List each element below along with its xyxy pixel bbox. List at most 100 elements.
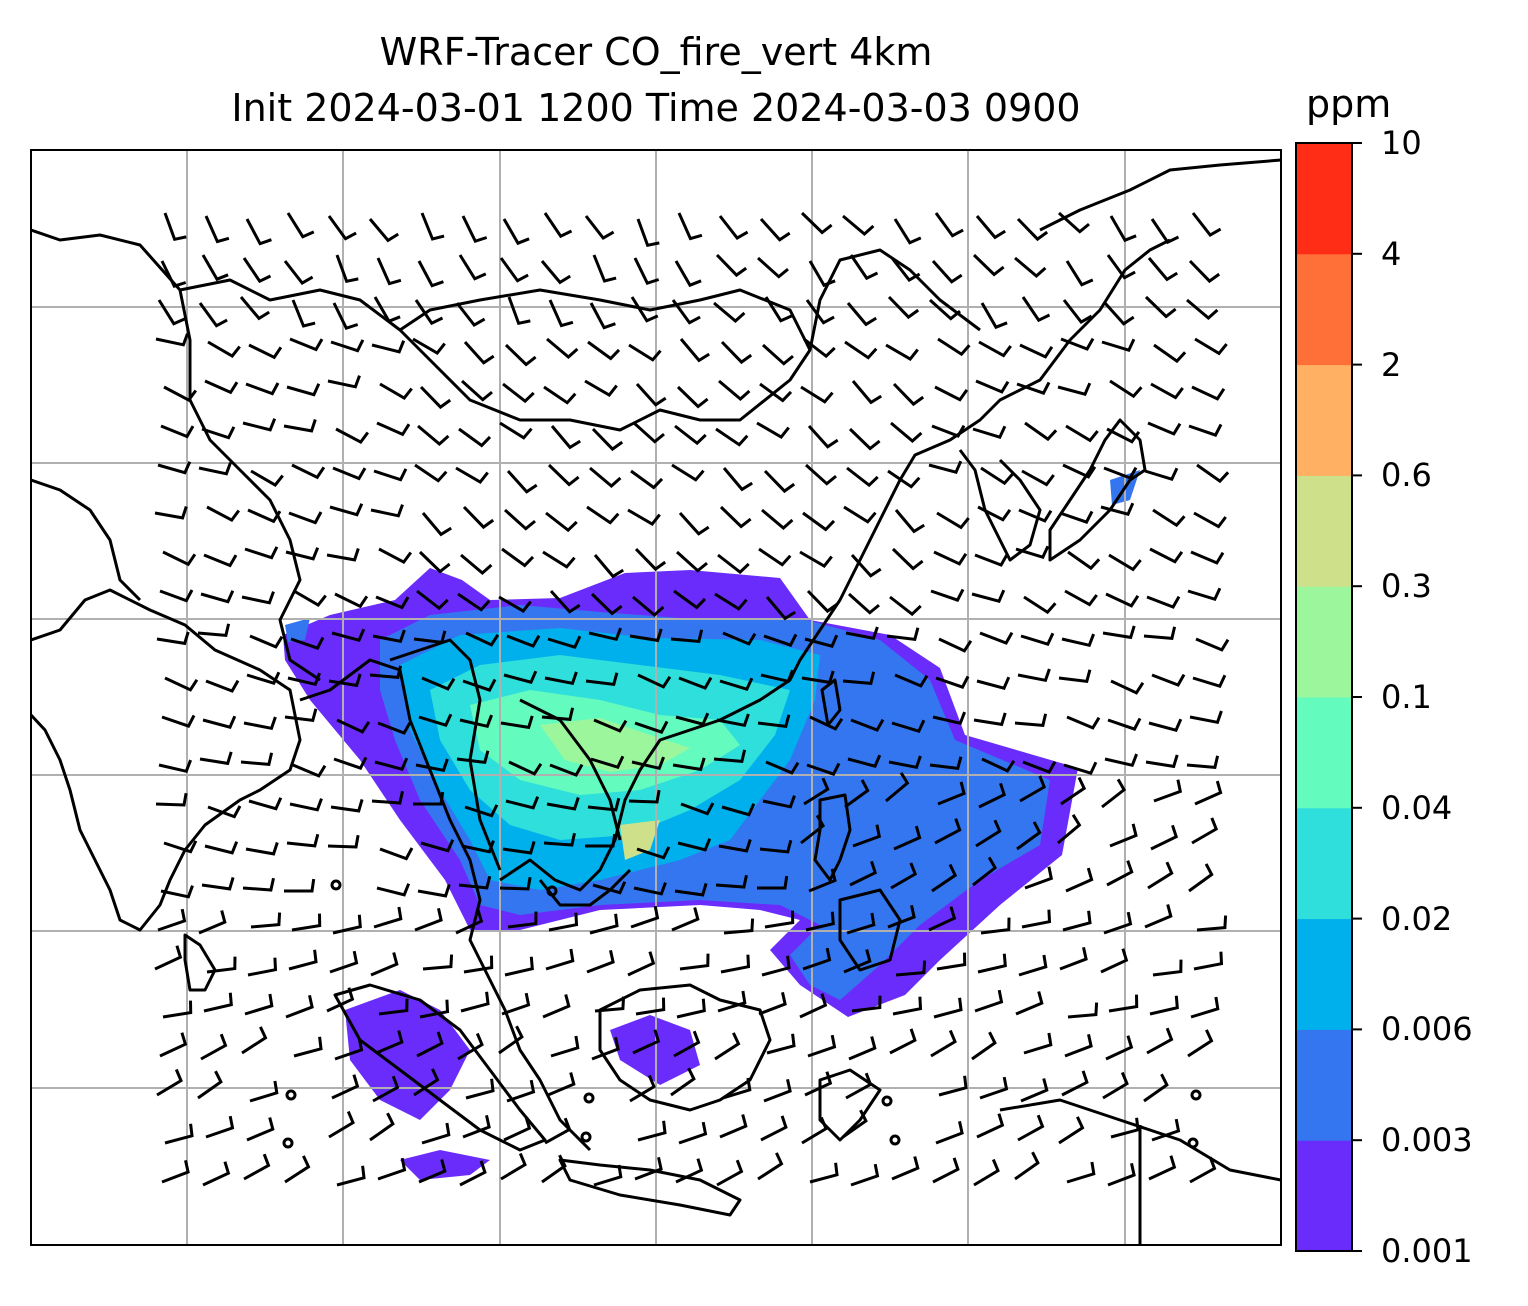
wind-barb <box>847 754 882 768</box>
wind-barb <box>549 763 584 777</box>
wind-barb <box>1187 1029 1214 1058</box>
wind-barb <box>333 756 368 770</box>
wind-barb <box>197 1070 223 1100</box>
wind-barb <box>805 299 835 325</box>
wind-barb <box>890 257 921 283</box>
wind-barb <box>154 945 183 971</box>
wind-barb <box>720 954 751 974</box>
wind-barb <box>164 1123 194 1145</box>
wind-barb <box>1021 296 1051 323</box>
wind-barb <box>584 215 615 241</box>
wind-barb <box>1100 948 1129 974</box>
wind-barb <box>586 949 615 974</box>
wind-barb <box>765 596 796 621</box>
wind-barb <box>848 427 881 451</box>
wind-barb <box>758 547 792 567</box>
wind-barb <box>1150 382 1184 400</box>
wind-barb <box>242 257 272 284</box>
wind-barb <box>722 631 757 646</box>
wind-barb <box>1109 215 1137 243</box>
wind-barb <box>800 211 833 235</box>
wind-barb <box>976 676 1011 690</box>
wind-barb <box>674 882 708 897</box>
wind-barb <box>634 547 667 572</box>
graticule <box>31 150 1281 1245</box>
wind-barb <box>1191 385 1226 401</box>
wind-barb <box>936 952 967 971</box>
wind-barb <box>1059 510 1094 524</box>
wind-barb <box>671 463 705 482</box>
wind-barb <box>1149 995 1179 1016</box>
wind-barb <box>587 340 621 361</box>
wind-barb <box>1110 1117 1140 1139</box>
wind-barb <box>507 911 538 929</box>
wind-barb <box>718 215 749 241</box>
wind-barb <box>502 218 530 246</box>
coast-sumatra <box>333 983 547 1152</box>
wind-barb <box>757 875 789 890</box>
wind-barb <box>502 382 535 404</box>
wind-barb <box>1145 754 1179 769</box>
coast-russia <box>1039 158 1281 232</box>
wind-barb <box>203 553 238 568</box>
wind-barb <box>289 337 324 352</box>
wind-barb <box>893 218 922 245</box>
wind-barb <box>756 256 789 279</box>
wind-barb <box>543 212 573 239</box>
wind-barb <box>160 424 195 439</box>
wind-barb <box>1057 211 1090 234</box>
wind-barb <box>1106 427 1141 444</box>
wind-barb <box>764 296 793 323</box>
wind-barb <box>674 260 702 288</box>
wind-barb <box>634 720 669 734</box>
wind-barb <box>1144 295 1177 319</box>
wind-barb <box>247 508 282 524</box>
wind-barb <box>332 914 362 935</box>
wind-barb <box>890 421 923 443</box>
wind-barb <box>418 713 453 728</box>
wind-barb <box>801 670 835 685</box>
wind-barb <box>888 755 922 770</box>
wind-barb <box>157 299 186 326</box>
wind-barb <box>205 679 240 693</box>
wind-barb <box>1103 911 1133 935</box>
wind-barb <box>932 711 967 726</box>
colorbar <box>1295 142 1362 1252</box>
wind-barb <box>206 956 237 974</box>
wind-barb <box>1146 1027 1174 1055</box>
colorbar-segment <box>1296 143 1352 255</box>
wind-barb <box>500 715 534 730</box>
wind-barb <box>1023 1032 1053 1055</box>
wind-barb <box>680 802 715 816</box>
wind-barb <box>374 757 409 771</box>
wind-barb <box>155 792 188 807</box>
wind-barb <box>971 1031 997 1061</box>
wind-barb <box>328 673 362 688</box>
wind-barb <box>938 637 973 653</box>
wind-barb <box>371 340 406 354</box>
wind-barb <box>759 217 791 242</box>
wind-barb <box>501 992 531 1016</box>
wind-barb <box>412 337 446 355</box>
wind-barb <box>585 833 617 848</box>
wind-barb <box>1191 212 1222 238</box>
wind-barb <box>937 781 966 806</box>
border-china-north <box>179 248 981 432</box>
wind-barb <box>499 257 529 283</box>
wind-barb <box>671 907 700 932</box>
wind-barb <box>1151 1118 1181 1142</box>
wind-barb <box>1104 753 1139 768</box>
wind-barb <box>327 834 360 849</box>
wind-barb <box>507 296 531 326</box>
wind-barb <box>887 295 920 320</box>
colorbar-tick-label: 0.1 <box>1381 678 1432 716</box>
wind-barb <box>722 1077 752 1100</box>
wind-barb <box>972 856 998 887</box>
wind-barb <box>589 302 616 330</box>
wind-barb <box>1017 668 1051 683</box>
wind-barb <box>244 993 274 1016</box>
wind-barb <box>458 254 487 281</box>
wind-barb <box>1150 218 1180 245</box>
border-pakistan <box>31 478 142 602</box>
plume-band-6 <box>540 718 690 772</box>
